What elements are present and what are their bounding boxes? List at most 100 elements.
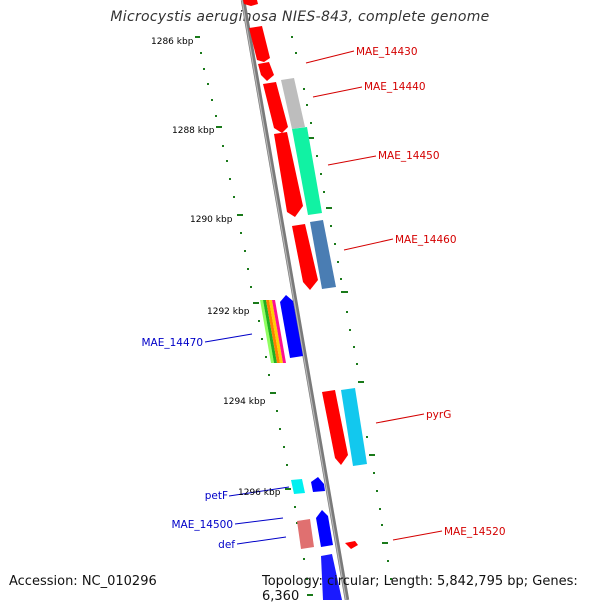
scale-ticks-inner xyxy=(195,36,313,596)
tick xyxy=(337,261,339,263)
forward-genes xyxy=(243,0,358,549)
leader-mae-14440 xyxy=(312,86,363,98)
gene-label-mae-14460[interactable]: MAE_14460 xyxy=(395,234,457,246)
gene-label-mae-14470[interactable]: MAE_14470 xyxy=(141,337,203,349)
feature-blocks xyxy=(281,78,367,466)
tick xyxy=(303,88,305,90)
gene-mae-14470[interactable] xyxy=(280,295,303,358)
leader-def xyxy=(236,536,287,545)
tick xyxy=(323,191,325,193)
gene-label-petf[interactable]: petF xyxy=(205,490,228,502)
tick xyxy=(307,594,313,596)
gene-labels-forward: MAE_14430 MAE_14440 MAE_14450 MAE_14460 … xyxy=(356,46,506,538)
feature-steelblue[interactable] xyxy=(310,220,336,289)
tick xyxy=(306,104,308,106)
tick xyxy=(341,291,348,293)
scale-label: 1292 kbp xyxy=(207,307,250,317)
gene-label-mae-14440[interactable]: MAE_14440 xyxy=(364,81,426,93)
tick xyxy=(291,36,293,38)
tick xyxy=(250,286,252,288)
tick xyxy=(308,137,314,139)
tick xyxy=(247,268,249,270)
tick xyxy=(316,155,318,157)
tick xyxy=(379,508,381,510)
tick xyxy=(258,320,260,322)
tick xyxy=(376,490,378,492)
scale-label: 1296 kbp xyxy=(238,488,281,498)
gene-label-mae-14520[interactable]: MAE_14520 xyxy=(444,526,506,538)
tick xyxy=(270,392,276,394)
leader-petf xyxy=(228,486,290,497)
tick xyxy=(268,374,270,376)
scale-labels: 1286 kbp 1288 kbp 1290 kbp 1292 kbp 1294… xyxy=(151,37,281,498)
tick xyxy=(346,311,348,313)
tick xyxy=(240,232,242,234)
scale-label: 1294 kbp xyxy=(223,397,266,407)
gene-mae-14510[interactable] xyxy=(297,519,314,549)
gene-label-mae-14450[interactable]: MAE_14450 xyxy=(378,150,440,162)
feature-mint[interactable] xyxy=(292,127,322,215)
tick xyxy=(320,173,322,175)
tick xyxy=(276,410,278,412)
feature-grey[interactable] xyxy=(281,78,305,129)
tick xyxy=(222,145,224,147)
leader-mae-14460 xyxy=(343,238,394,251)
tick xyxy=(358,381,364,383)
gene-mae-14520[interactable] xyxy=(345,541,358,549)
feature-stripe xyxy=(269,300,283,363)
gene-mae-14500[interactable] xyxy=(316,510,333,547)
leader-mae-14450 xyxy=(327,155,377,166)
gene-mae-14420[interactable] xyxy=(243,0,258,6)
gene-label-pyrg[interactable]: pyrG xyxy=(426,409,451,421)
mae-14470-region xyxy=(260,295,303,363)
tick xyxy=(334,243,336,245)
leader-mae-14470 xyxy=(204,333,253,343)
tick xyxy=(349,329,351,331)
tick xyxy=(326,207,332,209)
tick xyxy=(286,464,288,466)
gene-mae-14440[interactable] xyxy=(263,82,288,133)
tick xyxy=(390,578,392,580)
scale-label: 1290 kbp xyxy=(190,215,233,225)
leader-mae-14430 xyxy=(305,50,355,64)
feature-stripe xyxy=(260,300,274,363)
tick xyxy=(303,558,305,560)
gene-labels-reverse: MAE_14470 petF MAE_14500 def xyxy=(141,337,235,551)
tick xyxy=(216,126,222,128)
gene-mae-14460[interactable] xyxy=(292,224,318,290)
gene-mae-14445[interactable] xyxy=(274,132,303,217)
tick xyxy=(294,506,296,508)
gene-mae-14435[interactable] xyxy=(258,62,274,81)
leader-mae-14520 xyxy=(392,530,443,541)
gene-label-def[interactable]: def xyxy=(218,539,235,551)
tick xyxy=(226,160,228,162)
gene-def[interactable] xyxy=(321,554,342,600)
leader-pyrg xyxy=(375,413,425,424)
tick xyxy=(207,83,209,85)
gene-pyrg[interactable] xyxy=(322,390,348,465)
feature-stripe xyxy=(263,300,277,363)
tick xyxy=(211,99,213,101)
tick xyxy=(200,52,202,54)
tick xyxy=(369,454,375,456)
gene-petf[interactable] xyxy=(311,477,325,492)
tick xyxy=(330,225,332,227)
feature-cyan[interactable] xyxy=(341,388,367,466)
tick xyxy=(265,356,267,358)
scale-ticks-outer xyxy=(291,36,392,580)
gene-mae-14430[interactable] xyxy=(249,26,270,62)
feature-petf-cyan[interactable] xyxy=(291,479,305,494)
tick xyxy=(295,52,297,54)
tick xyxy=(244,250,246,252)
tick xyxy=(296,522,298,524)
tick xyxy=(340,278,342,280)
tick xyxy=(195,36,200,38)
gene-label-mae-14430[interactable]: MAE_14430 xyxy=(356,46,418,58)
scale-label: 1288 kbp xyxy=(172,126,215,136)
tick xyxy=(310,122,312,124)
genome-backbone xyxy=(240,0,350,600)
gene-label-mae-14500[interactable]: MAE_14500 xyxy=(171,519,233,531)
tick xyxy=(373,472,375,474)
tick xyxy=(366,436,368,438)
